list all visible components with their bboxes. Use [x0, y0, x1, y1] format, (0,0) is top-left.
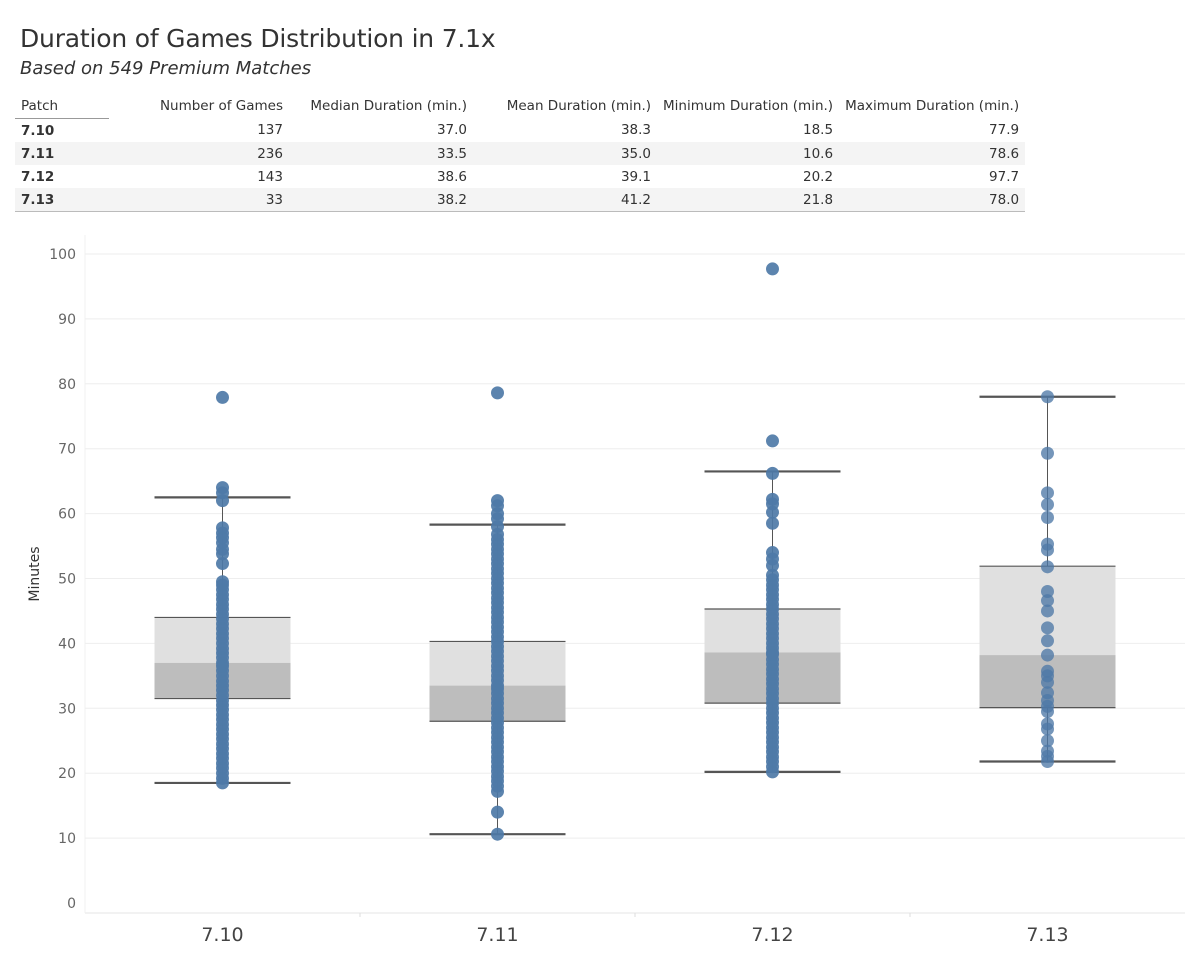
cell-number-of-games: 33 — [109, 188, 289, 212]
cell-number-of-games: 236 — [109, 142, 289, 165]
chart-title: Duration of Games Distribution in 7.1x — [20, 24, 496, 53]
stats-table: Patch Number of Games Median Duration (m… — [15, 94, 1026, 212]
data-point — [1041, 390, 1054, 404]
y-axis-title: Minutes — [27, 546, 43, 601]
x-tick-label: 7.13 — [1026, 924, 1068, 946]
cell-patch: 7.11 — [15, 142, 109, 165]
data-point — [216, 575, 229, 589]
data-point — [1041, 594, 1054, 608]
cell-patch: 7.12 — [21, 168, 55, 185]
data-point — [1041, 686, 1054, 700]
data-point — [1041, 648, 1054, 662]
header-minimum-duration: Minimum Duration (min.) — [663, 98, 834, 115]
data-point — [1041, 498, 1054, 512]
table-row: 7.10 137 37.0 38.3 18.5 77.9 — [15, 119, 1025, 143]
table-header-row: Patch Number of Games Median Duration (m… — [15, 94, 1025, 119]
data-point — [766, 568, 779, 582]
cell-number-of-games: 137 — [257, 122, 283, 139]
y-tick-label: 0 — [67, 896, 76, 912]
cell-median: 37.0 — [436, 122, 467, 139]
cell-maximum: 78.0 — [839, 188, 1026, 212]
data-point — [1041, 537, 1054, 551]
data-point — [491, 827, 504, 841]
cell-median: 38.2 — [289, 188, 473, 212]
data-point — [1041, 664, 1054, 678]
data-point — [1041, 510, 1054, 524]
x-tick-label: 7.11 — [476, 924, 518, 946]
cell-patch: 7.13 — [15, 188, 109, 212]
data-point — [1041, 604, 1054, 618]
cell-minimum: 20.2 — [803, 168, 834, 185]
x-tick-label: 7.12 — [751, 924, 793, 946]
header-patch: Patch — [15, 94, 109, 119]
y-tick-label: 20 — [58, 766, 76, 782]
cell-median: 38.6 — [436, 168, 467, 185]
cell-minimum: 10.6 — [657, 142, 840, 165]
y-tick-label: 60 — [58, 507, 76, 523]
data-point — [766, 516, 779, 530]
data-point — [491, 386, 504, 400]
cell-minimum: 21.8 — [657, 188, 840, 212]
y-tick-label: 10 — [58, 831, 76, 847]
cell-number-of-games: 143 — [257, 168, 283, 185]
y-tick-label: 30 — [58, 701, 76, 717]
y-tick-label: 40 — [58, 636, 76, 652]
cell-maximum: 77.9 — [989, 122, 1020, 139]
data-point — [766, 262, 779, 276]
data-point — [216, 521, 229, 535]
table-row: 7.13 33 38.2 41.2 21.8 78.0 — [15, 188, 1026, 212]
data-point — [1041, 446, 1054, 460]
data-point — [1041, 734, 1054, 748]
data-point — [1041, 744, 1054, 758]
header-maximum-duration: Maximum Duration (min.) — [845, 98, 1020, 115]
data-point — [491, 805, 504, 819]
data-point — [1041, 560, 1054, 574]
data-point — [491, 494, 504, 508]
data-point — [766, 546, 779, 560]
cell-mean: 39.1 — [620, 168, 651, 185]
data-point — [216, 481, 229, 495]
cell-patch: 7.10 — [21, 122, 55, 139]
y-tick-label: 50 — [58, 572, 76, 588]
data-point — [766, 434, 779, 448]
y-tick-label: 70 — [58, 442, 76, 458]
table-row: 7.12 143 38.6 39.1 20.2 97.7 — [15, 165, 1025, 188]
header-median-duration: Median Duration (min.) — [310, 98, 467, 115]
table-row: 7.11 236 33.5 35.0 10.6 78.6 — [15, 142, 1026, 165]
data-point — [1041, 486, 1054, 500]
cell-minimum: 18.5 — [803, 122, 834, 139]
box-plot-chart: 0 10 20 30 40 50 60 70 80 90 100 Minutes 7.10 7.11 7.1… — [27, 235, 1185, 946]
x-tick-label: 7.10 — [201, 924, 243, 946]
data-point — [1041, 621, 1054, 635]
header-number-of-games: Number of Games — [159, 98, 283, 115]
data-point — [766, 466, 779, 480]
y-tick-label: 100 — [49, 247, 76, 263]
header-mean-duration: Mean Duration (min.) — [506, 98, 651, 115]
data-point — [1041, 634, 1054, 648]
data-point — [1041, 717, 1054, 731]
y-tick-label: 90 — [58, 312, 76, 328]
cell-mean: 35.0 — [473, 142, 657, 165]
cell-median: 33.5 — [289, 142, 473, 165]
cell-maximum: 78.6 — [839, 142, 1026, 165]
y-tick-label: 80 — [58, 377, 76, 393]
cell-mean: 38.3 — [620, 122, 651, 139]
cell-mean: 41.2 — [473, 188, 657, 212]
data-point — [766, 492, 779, 506]
data-point — [1041, 584, 1054, 598]
chart-subtitle: Based on 549 Premium Matches — [20, 58, 312, 79]
data-point — [216, 390, 229, 404]
cell-maximum: 97.7 — [989, 168, 1020, 185]
data-point — [216, 557, 229, 571]
